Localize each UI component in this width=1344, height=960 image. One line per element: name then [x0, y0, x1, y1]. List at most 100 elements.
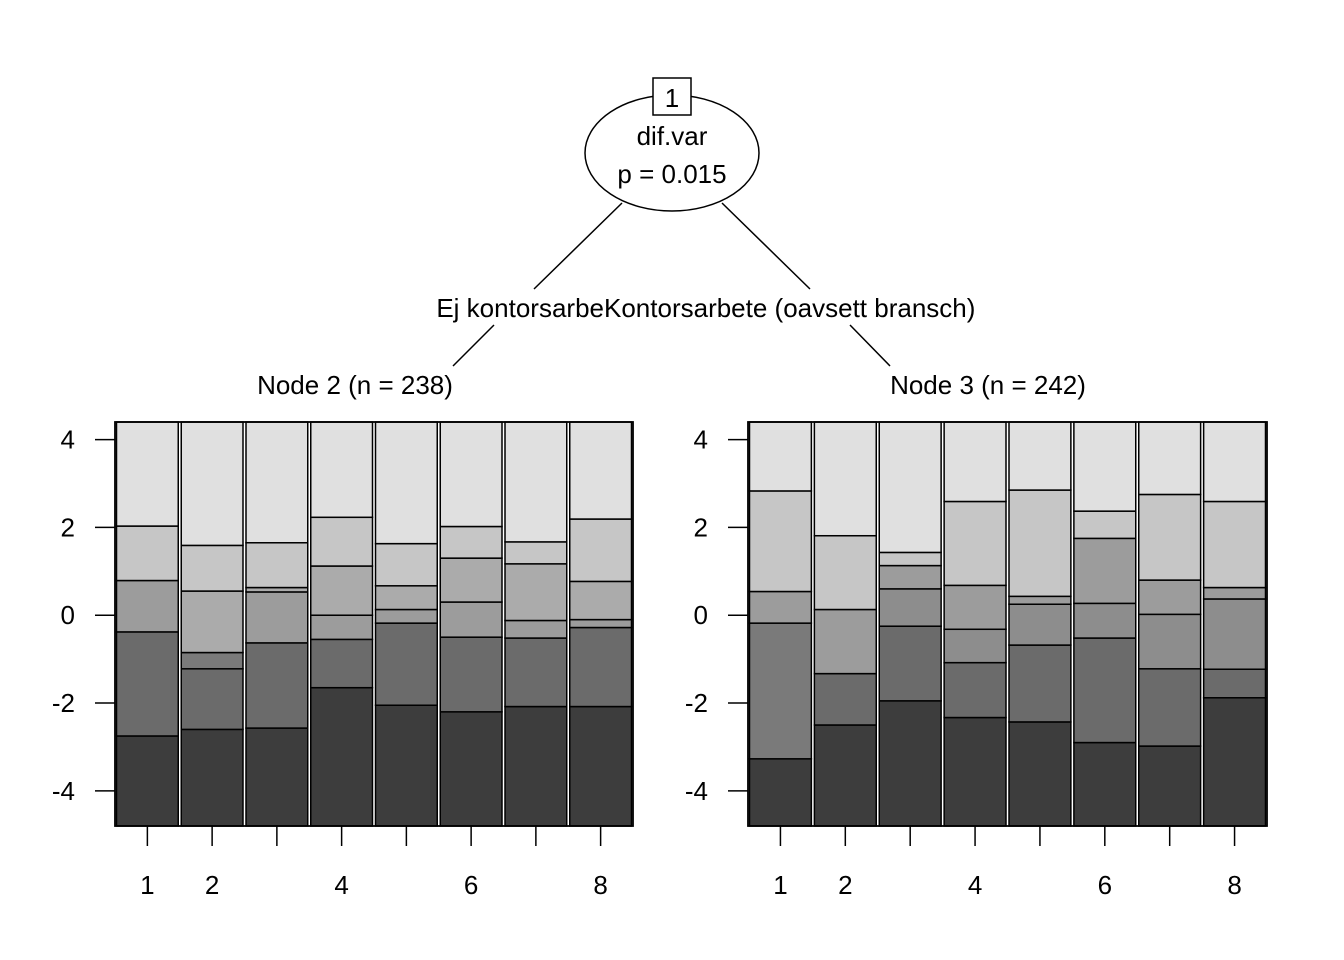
bar-segment	[180, 728, 244, 827]
bar-segment	[115, 735, 179, 827]
bar-segment	[1008, 603, 1072, 646]
bar-segment	[748, 590, 813, 624]
bar-segment	[748, 490, 813, 593]
bar-segment	[1202, 421, 1267, 503]
bar-segment	[504, 421, 568, 543]
bar-segment	[439, 601, 503, 638]
panel-frame	[747, 421, 1268, 827]
x-tick-label: 4	[968, 870, 982, 900]
bar-segment	[310, 614, 374, 641]
panel-title: Node 3 (n = 242)	[890, 370, 1086, 400]
y-tick-label: 2	[61, 512, 75, 542]
y-tick-label: 4	[61, 425, 75, 455]
bar-segment	[439, 557, 503, 603]
bar-segment	[1202, 668, 1267, 699]
edge-line-left-upper	[533, 202, 623, 290]
bar-segment	[1202, 586, 1267, 600]
edge-labels: Ej kontorsarbe Kontorsarbete (oavsett br…	[436, 293, 975, 323]
bar-segment	[115, 421, 179, 527]
bar-segment	[504, 619, 568, 639]
y-tick-label: -4	[685, 776, 708, 806]
bar-segment	[1008, 595, 1072, 605]
bar-segment	[813, 534, 877, 611]
bar-segment	[115, 525, 179, 582]
bar-segment	[569, 626, 633, 708]
x-tick-label: 1	[773, 870, 787, 900]
bar-segment	[878, 421, 942, 554]
bar-segment	[1008, 721, 1072, 827]
bar-segment	[1073, 602, 1137, 639]
bar-segment	[1138, 613, 1202, 670]
bar-segment	[943, 628, 1007, 664]
bar-segment	[1073, 637, 1137, 744]
y-tick-label: -2	[685, 688, 708, 718]
bar-segment	[310, 565, 374, 616]
edge-label-right: Kontorsarbete (oavsett bransch)	[604, 293, 975, 323]
bar-segment	[1073, 537, 1137, 605]
bar-segment	[439, 525, 503, 559]
bar-segment	[569, 421, 633, 520]
bar-segment	[943, 661, 1007, 719]
bar-segment	[878, 564, 942, 590]
bar-segment	[813, 724, 877, 827]
bar-segment	[748, 421, 813, 492]
bar-segment	[180, 590, 244, 654]
bar-segment	[878, 700, 942, 827]
bar-segment	[748, 622, 813, 760]
bar-segment	[374, 421, 438, 545]
bar-segment	[245, 542, 309, 589]
bar-segment	[1138, 745, 1202, 827]
bar-segment	[943, 500, 1007, 587]
bar-segment	[1138, 668, 1202, 747]
y-tick-label: 2	[694, 512, 708, 542]
y-tick-label: -2	[52, 688, 75, 718]
x-tick-label: 8	[593, 870, 607, 900]
bar-segment	[1202, 697, 1267, 827]
edge-line-right-lower	[849, 324, 891, 367]
bar-segment	[310, 421, 374, 519]
bar-segment	[504, 637, 568, 708]
bar-segment	[943, 421, 1007, 503]
x-tick-label: 6	[464, 870, 478, 900]
bar-segment	[439, 711, 503, 827]
bar-segment	[245, 727, 309, 827]
panel-frame	[114, 421, 634, 827]
root-node-id: 1	[665, 83, 679, 113]
bar-segment	[439, 636, 503, 713]
bar-segment	[569, 518, 633, 583]
bar-segment	[1073, 741, 1137, 827]
bar-segment	[1073, 421, 1137, 512]
node-3-panel: Node 3 (n = 242) 4 2 0 -2 -4 1 2 4 6 8	[685, 370, 1268, 900]
bar-segment	[310, 638, 374, 689]
bar-segment	[310, 686, 374, 827]
bar-segment	[180, 421, 244, 547]
root-node: 1 dif.var p = 0.015	[452, 77, 891, 367]
bar-segment	[1138, 579, 1202, 616]
bar-segment	[1138, 493, 1202, 581]
bar-segment	[374, 608, 438, 624]
bar-segment	[1202, 500, 1267, 589]
bar-segment	[245, 642, 309, 729]
bar-segment	[115, 579, 179, 633]
x-tick-label: 2	[838, 870, 852, 900]
node-2-panel: Node 2 (n = 238) 4 2 0 -2 -4 1 2 4 6 8	[52, 370, 634, 900]
bar-segment	[310, 516, 374, 567]
bar-segment	[878, 588, 942, 627]
y-tick-label: 0	[694, 600, 708, 630]
bar-segment	[569, 705, 633, 827]
edge-label-left: Ej kontorsarbe	[436, 293, 604, 323]
bar-segment	[569, 618, 633, 629]
bar-segment	[439, 421, 503, 528]
bar-segment	[1008, 644, 1072, 723]
bar-segment	[1202, 598, 1267, 670]
panel-title: Node 2 (n = 238)	[257, 370, 453, 400]
edge-line-right-upper	[721, 202, 811, 290]
bar-segment	[943, 716, 1007, 827]
root-node-p-value: p = 0.015	[617, 159, 726, 189]
bar-segment	[813, 421, 877, 537]
bar-segment	[374, 585, 438, 611]
root-node-variable: dif.var	[637, 121, 708, 151]
edge-line-left-lower	[452, 324, 495, 367]
bar-segment	[374, 704, 438, 827]
bar-segment	[878, 625, 942, 702]
